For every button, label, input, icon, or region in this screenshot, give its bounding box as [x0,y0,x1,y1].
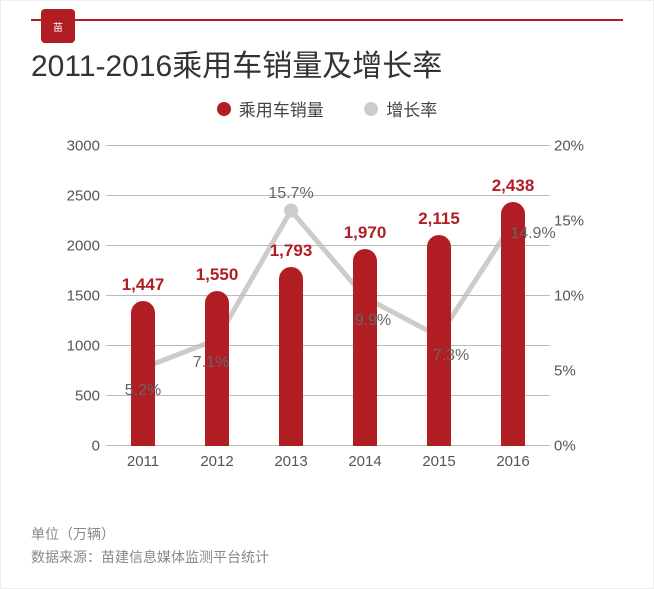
bar-value-label: 1,447 [122,275,165,295]
x-tick: 2011 [127,453,159,470]
grid-line [106,145,550,146]
grid-line [106,345,550,346]
brand-logo: 苗 [41,9,75,43]
bar [279,267,303,446]
plot-area: 0500100015002000250030000%5%10%15%20%1,4… [106,146,550,446]
x-tick: 2016 [496,453,529,470]
footer: 单位（万辆） 数据来源：苗建信息媒体监测平台统计 [31,523,269,568]
unit-label: 单位（万辆） [31,523,269,545]
x-tick: 2012 [200,453,233,470]
x-tick: 2013 [274,453,307,470]
legend-label-line: 增长率 [386,96,437,121]
legend: 乘用车销量 增长率 [1,96,653,121]
bar [427,235,451,447]
grid-line [106,445,550,446]
chart-container: 苗 2011-2016乘用车销量及增长率 乘用车销量 增长率 050010001… [0,0,654,589]
line-value-label: 9.9% [355,312,391,330]
grid-line [106,395,550,396]
bar-value-label: 1,793 [270,241,313,261]
y-left-tick: 1000 [58,338,100,355]
line-value-label: 7.3% [433,347,469,365]
x-tick: 2014 [348,453,381,470]
bar-value-label: 2,115 [418,209,460,229]
source-label: 数据来源：苗建信息媒体监测平台统计 [31,546,269,568]
line-value-label: 7.1% [193,354,229,372]
line-svg [106,146,550,446]
grid-line [106,195,550,196]
y-left-tick: 500 [58,388,100,405]
y-right-tick: 10% [554,288,600,305]
y-right-tick: 15% [554,213,600,230]
header-rule [31,19,623,21]
grid-line [106,245,550,246]
bar [131,301,155,446]
y-left-tick: 1500 [58,288,100,305]
y-left-tick: 2000 [58,238,100,255]
bar-value-label: 1,970 [344,223,387,243]
line-value-label: 14.9% [510,225,555,243]
y-right-tick: 5% [554,363,600,380]
legend-dot-bar [217,102,231,116]
bar [353,249,377,446]
y-right-tick: 0% [554,438,600,455]
grid-line [106,295,550,296]
y-left-tick: 0 [58,438,100,455]
y-left-tick: 3000 [58,138,100,155]
bar-value-label: 2,438 [492,176,535,196]
y-left-tick: 2500 [58,188,100,205]
x-tick: 2015 [422,453,455,470]
legend-dot-line [364,102,378,116]
chart-area: 0500100015002000250030000%5%10%15%20%1,4… [61,146,595,476]
legend-item-bar: 乘用车销量 [217,96,324,121]
line-marker [284,204,298,218]
legend-item-line: 增长率 [364,96,437,121]
legend-label-bar: 乘用车销量 [239,96,324,121]
bar-value-label: 1,550 [196,265,239,285]
line-value-label: 5.2% [125,382,161,400]
line-value-label: 15.7% [268,185,313,203]
y-right-tick: 20% [554,138,600,155]
chart-title: 2011-2016乘用车销量及增长率 [31,41,623,85]
